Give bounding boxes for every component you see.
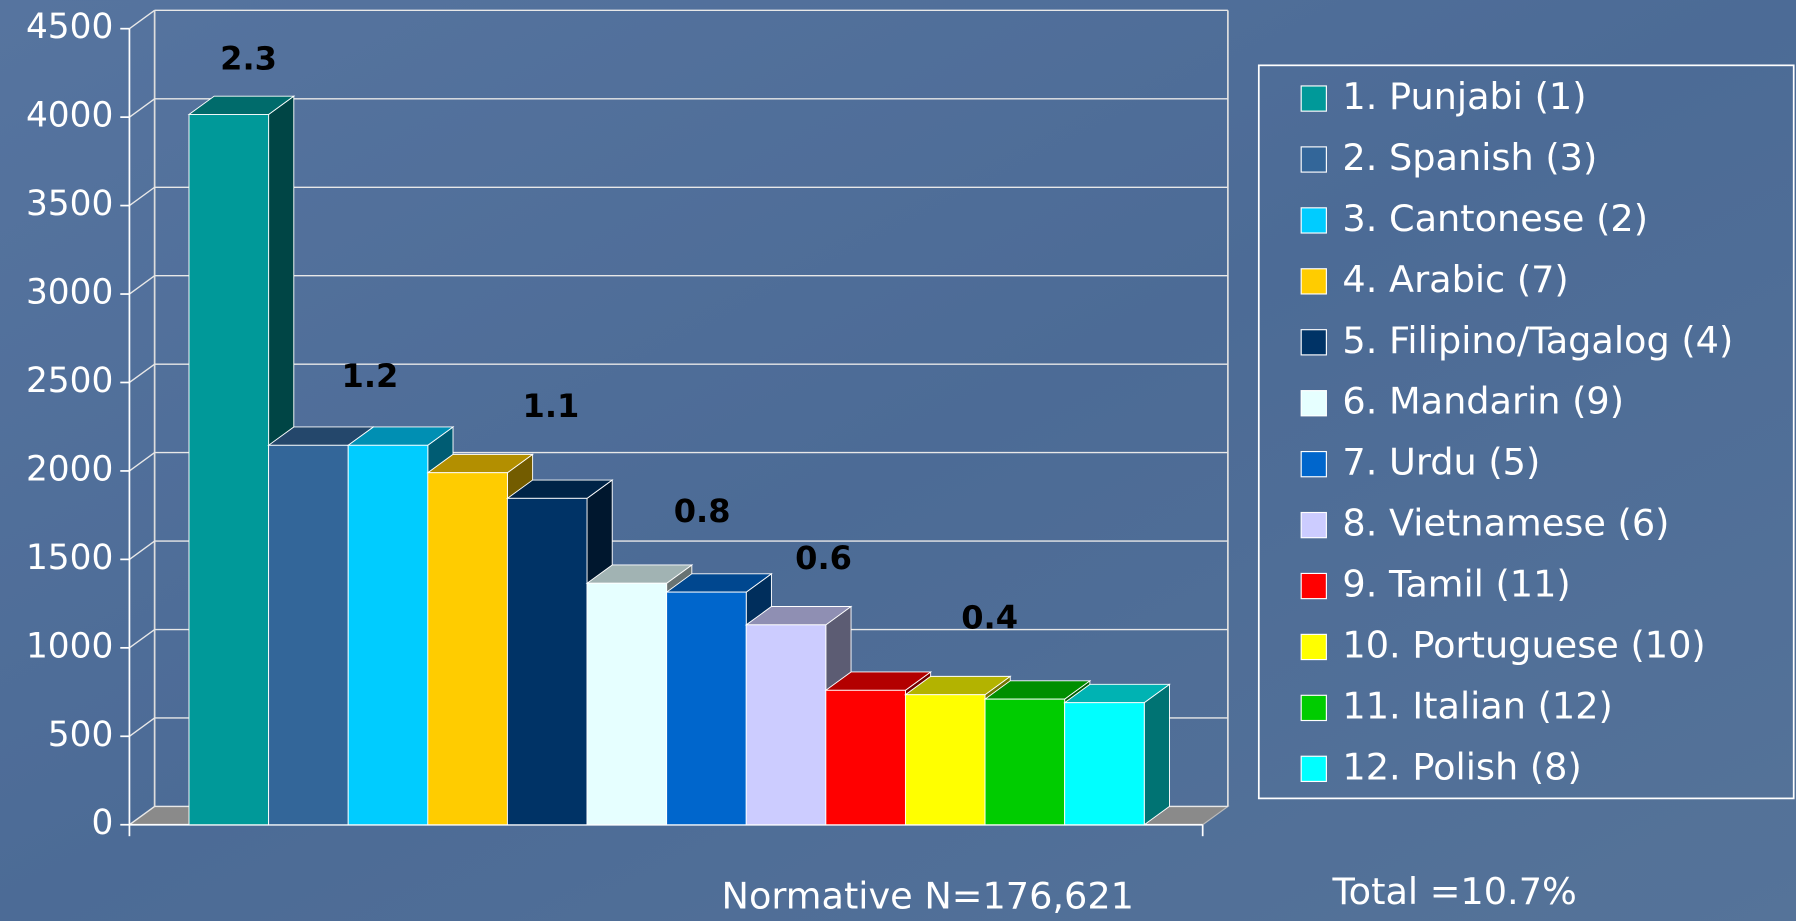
grid-line: [129, 717, 156, 737]
annotation: 2.3: [220, 40, 277, 78]
grid-line: [129, 275, 156, 295]
legend-label: 5. Filipino/Tagalog (4): [1342, 319, 1733, 362]
bar-side: [1143, 683, 1170, 826]
legend-swatch: [1300, 450, 1327, 478]
annotation: 0.8: [674, 492, 731, 530]
y-tick-label: 1500: [26, 538, 113, 578]
bar: [506, 497, 588, 826]
y-tick-label: 1000: [26, 626, 113, 666]
bar: [666, 591, 747, 826]
legend-swatch: [1300, 390, 1327, 417]
legend-swatch: [1300, 85, 1327, 112]
legend-swatch: [1300, 207, 1327, 234]
legend-label: 9. Tamil (11): [1342, 563, 1570, 606]
grid-line: [129, 363, 156, 384]
legend-swatch: [1300, 511, 1327, 539]
bar: [268, 444, 349, 826]
legend-swatch: [1300, 329, 1327, 356]
annotation: 0.4: [961, 599, 1018, 637]
bar: [1064, 702, 1145, 826]
y-tick-label: 3500: [26, 184, 113, 224]
legend-label: 11. Italian (12): [1342, 684, 1612, 727]
y-tick-label: 3000: [26, 273, 113, 313]
legend-swatch: [1300, 146, 1327, 173]
y-tick-label: 4000: [26, 96, 113, 136]
legend-label: 1. Punjabi (1): [1342, 75, 1586, 118]
legend-label: 4. Arabic (7): [1342, 258, 1568, 301]
grid-line: [129, 98, 156, 118]
legend-swatch: [1300, 755, 1327, 783]
annotation: 0.6: [795, 539, 852, 577]
y-tick-label: 500: [48, 715, 114, 755]
grid-line: [129, 452, 156, 472]
bar: [904, 694, 986, 826]
grid-line: [129, 186, 156, 207]
legend-label: 2. Spanish (3): [1342, 136, 1597, 179]
legend-label: 3. Cantonese (2): [1342, 197, 1648, 240]
grid-line: [129, 628, 156, 649]
grid-line: [129, 805, 156, 826]
bar: [825, 689, 906, 826]
legend-swatch: [1300, 572, 1327, 600]
footnote: Total =10.7%: [1332, 870, 1577, 913]
annotation: 1.2: [342, 357, 399, 395]
legend-label: 12. Polish (8): [1342, 745, 1581, 788]
bar: [347, 444, 429, 826]
legend-swatch: [1300, 268, 1327, 295]
footnote: Normative N=176,621: [722, 875, 1134, 918]
bar: [188, 114, 270, 826]
y-tick-label: 2500: [26, 361, 113, 401]
y-tick-label: 4500: [26, 7, 113, 47]
grid-line: [129, 540, 156, 560]
legend-box: [1257, 64, 1795, 800]
y-tick-label: 0: [92, 803, 114, 843]
grid-line: [129, 9, 156, 30]
legend-label: 8. Vietnamese (6): [1342, 502, 1669, 545]
bar: [427, 472, 508, 826]
legend-label: 7. Urdu (5): [1342, 441, 1540, 484]
bar: [586, 582, 668, 826]
bar: [984, 698, 1066, 826]
legend-swatch: [1300, 633, 1327, 661]
y-tick-label: 2000: [26, 449, 113, 489]
bar: [745, 624, 827, 826]
legend-swatch: [1300, 694, 1327, 722]
legend-label: 6. Mandarin (9): [1342, 380, 1624, 423]
legend-label: 10. Portuguese (10): [1342, 623, 1705, 666]
annotation: 1.1: [523, 387, 580, 425]
